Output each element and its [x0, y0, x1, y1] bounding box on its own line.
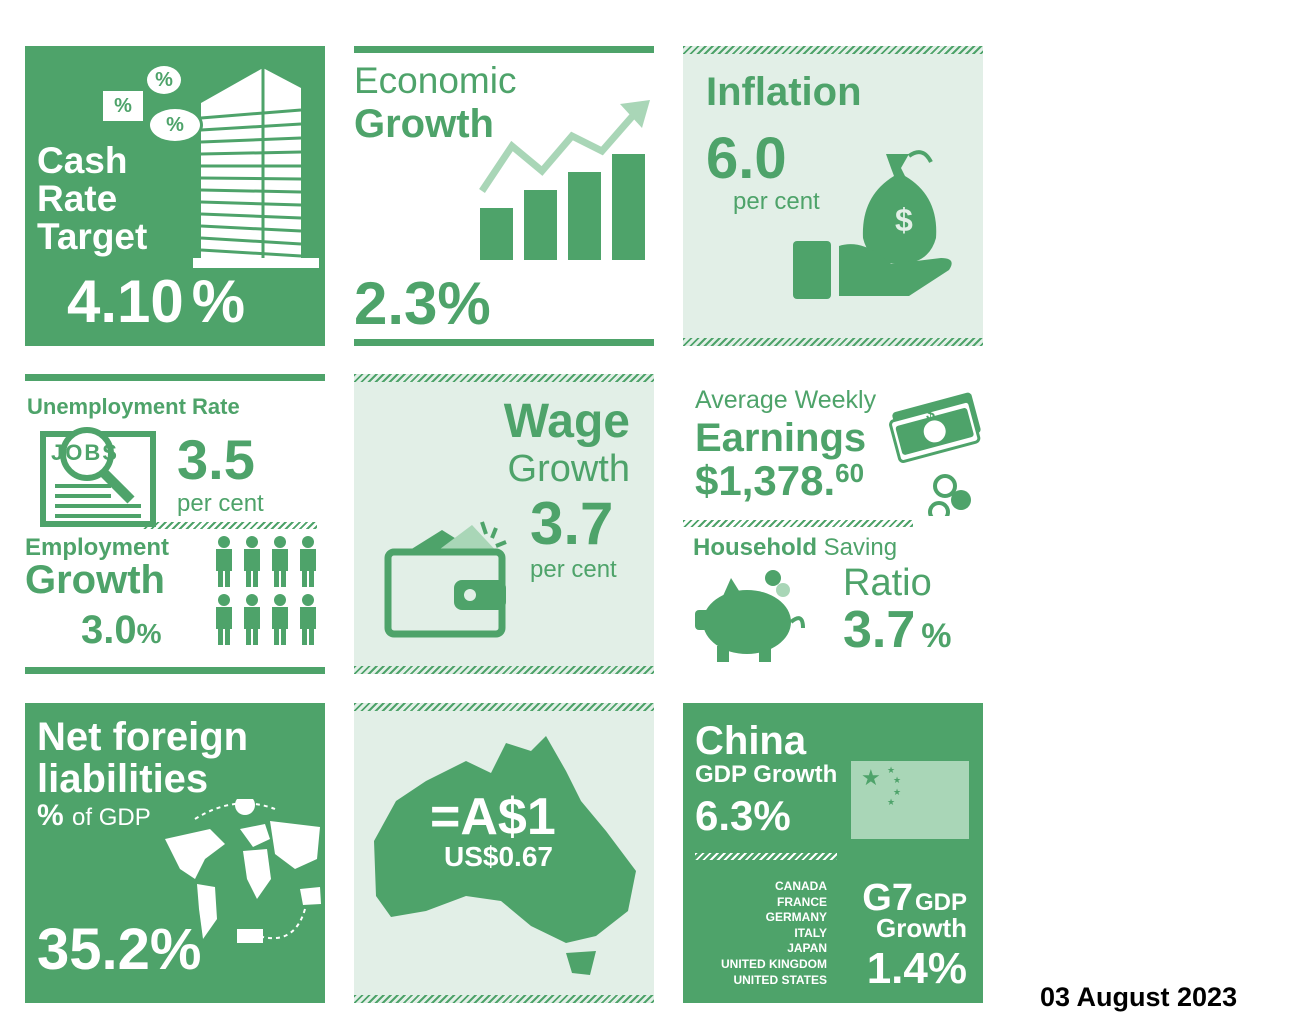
wage-growth-unit: per cent [530, 556, 617, 583]
china-value: 6.3% [695, 792, 791, 839]
divider-hatch [695, 853, 837, 860]
inflation-tile: Inflation 6.0 per cent $ [683, 46, 983, 346]
bottom-hatch [354, 995, 654, 1003]
bottom-hatch [683, 338, 983, 346]
top-rule [25, 374, 325, 381]
china-flag-icon: ★ ★ ★ ★ ★ [851, 761, 969, 839]
weekly-earnings-value: $1,378.60 [695, 457, 865, 504]
nfl-title-1: Net foreign [37, 715, 249, 759]
g7-title: G7GDP [862, 877, 967, 919]
household-saving-value: 3.7% [843, 601, 952, 659]
economic-growth-value: 2.3% [354, 270, 491, 337]
inflation-unit: per cent [733, 188, 820, 215]
nfl-subtitle: % of GDP [37, 799, 151, 832]
china-subtitle: GDP Growth [695, 761, 838, 788]
earnings-saving-tile: Average Weekly Earnings $1,378.60 $ Hous… [683, 374, 983, 674]
wage-growth-title-1: Wage [503, 395, 630, 448]
cash-rate-title-3: Target [37, 216, 148, 257]
employment-title-1: Employment [25, 534, 170, 561]
unemployment-tile: Unemployment Rate JOBS 3.5 per cent Empl… [25, 374, 325, 674]
exchange-rate-line2: US$0.67 [444, 841, 553, 872]
g7-value: 1.4% [866, 944, 967, 993]
economic-growth-title-2: Growth [354, 102, 494, 146]
weekly-earnings-title-1: Average Weekly [695, 386, 877, 414]
money-bag-hand-icon [793, 150, 952, 299]
wage-growth-title-2: Growth [507, 448, 630, 490]
divider-hatch [683, 520, 913, 527]
employment-value: 3.0% [81, 608, 162, 652]
g7-country: ITALY [794, 925, 827, 940]
employment-title-2: Growth [25, 558, 165, 602]
note-dollar-sign: $ [926, 406, 935, 423]
percent-bubble-2: % [103, 91, 143, 121]
economic-growth-tile: Economic Growth 2.3% [354, 46, 654, 346]
piggy-bank-icon [695, 570, 805, 662]
divider-hatch [143, 522, 317, 529]
household-saving-title: Household Saving [693, 534, 898, 561]
g7-country: JAPAN [787, 941, 827, 956]
cash-rate-title-1: Cash [37, 140, 128, 181]
g7-country: GERMANY [765, 910, 827, 925]
top-hatch [354, 703, 654, 711]
exchange-rate-line1: =A$1 [430, 788, 556, 846]
percent-bubble-3: % [147, 106, 203, 144]
weekly-earnings-title-2: Earnings [695, 416, 867, 460]
bottom-rule [25, 667, 325, 674]
g7-country-list: CANADA FRANCE GERMANY ITALY JAPAN UNITED… [721, 879, 827, 988]
unemployment-value: 3.5 [177, 428, 255, 491]
growth-chart-icon [479, 100, 650, 260]
inflation-title: Inflation [706, 70, 862, 114]
top-rule [354, 46, 654, 53]
exchange-rate-tile: =A$1 US$0.67 [354, 703, 654, 1003]
bottom-rule [354, 339, 654, 346]
g7-country: CANADA [775, 879, 827, 893]
g7-country: UNITED STATES [733, 972, 827, 987]
report-date: 03 August 2023 [1040, 982, 1238, 1012]
g7-title-2: Growth [876, 913, 967, 943]
inflation-value: 6.0 [706, 126, 787, 191]
nfl-title-2: liabilities [37, 757, 209, 801]
economic-growth-title-1: Economic [354, 60, 517, 101]
top-hatch [354, 374, 654, 382]
wage-growth-tile: Wage Growth 3.7 per cent [354, 374, 654, 674]
wage-growth-value: 3.7 [530, 490, 614, 557]
household-saving-title-2: Ratio [843, 562, 932, 604]
china-title: China [695, 719, 807, 763]
australia-map-icon [374, 736, 636, 975]
bottom-hatch [354, 666, 654, 674]
building-icon [193, 68, 319, 268]
wallet-icon [384, 521, 507, 638]
unemployment-unit: per cent [177, 490, 264, 517]
cash-rate-title-2: Rate [37, 178, 118, 219]
cash-rate-tile: % % % Cash Rate Target 4.10% [25, 46, 325, 346]
china-g7-tile: China GDP Growth 6.3% ★ ★ ★ ★ ★ CANADA F… [683, 703, 983, 1003]
percent-bubble-1: % [147, 66, 181, 94]
nfl-value: 35.2% [37, 917, 202, 982]
dollar-sign-icon: $ [895, 202, 913, 238]
g7-country: UNITED KINGDOM [721, 956, 827, 971]
world-map-icon [165, 799, 321, 943]
unemployment-title: Unemployment Rate [27, 394, 240, 419]
net-foreign-liabilities-tile: Net foreign liabilities % of GDP 35.2% [25, 703, 325, 1003]
cash-notes-icon [889, 392, 981, 516]
people-icon [216, 536, 316, 645]
top-hatch [683, 46, 983, 54]
g7-country: FRANCE [777, 894, 827, 909]
jobs-newspaper-icon [40, 427, 156, 527]
jobs-label: JOBS [51, 440, 119, 465]
cash-rate-value: 4.10% [67, 268, 246, 335]
